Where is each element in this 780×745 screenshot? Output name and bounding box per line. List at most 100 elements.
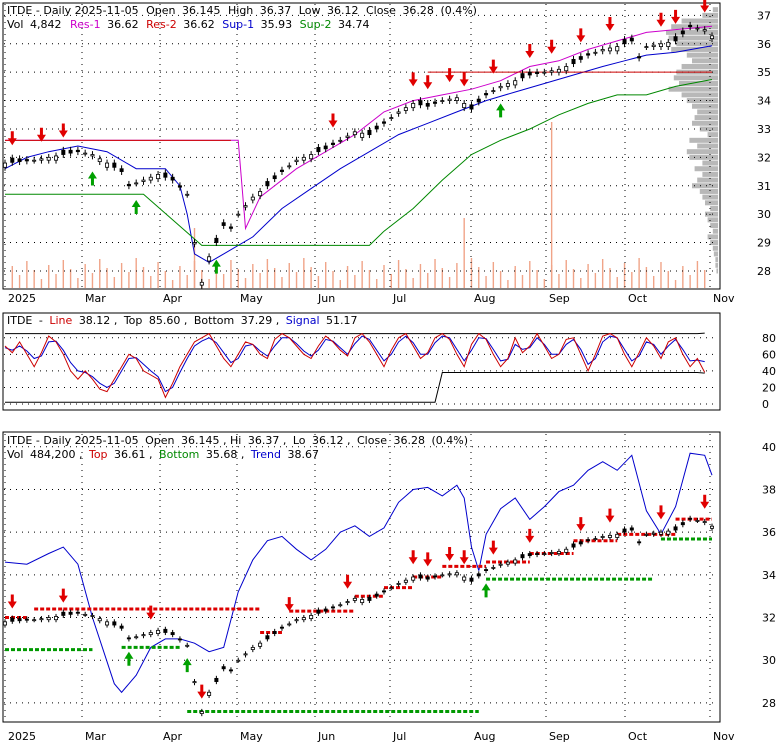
- price-candle-body: [32, 159, 37, 162]
- volume-bar: [434, 259, 436, 288]
- volume-bar: [252, 264, 254, 288]
- price-candle-body: [425, 103, 430, 107]
- volume-profile-bar: [702, 194, 718, 200]
- price-candle-body: [105, 162, 110, 168]
- lower-bottom: 35.68: [206, 448, 238, 461]
- volume-profile-bar: [715, 262, 718, 268]
- volume-profile-bar: [712, 245, 718, 251]
- lower-sell-arrow: [700, 494, 710, 509]
- volume-bar: [601, 259, 604, 288]
- stoch-bottom-value: 37.29: [241, 314, 273, 327]
- buy-arrow: [87, 171, 97, 186]
- price-candle-body: [287, 165, 292, 168]
- volume-profile-bar: [699, 188, 718, 194]
- volume-profile-bar: [668, 86, 718, 92]
- lower-candle-body: [199, 711, 204, 714]
- lower-candle-body: [571, 543, 576, 548]
- volume-bar: [652, 276, 655, 288]
- lower-candle-body: [396, 583, 401, 585]
- x-tick-label: Oct: [628, 292, 648, 305]
- y-tick-label: 28: [757, 265, 771, 278]
- lower-candle-body: [3, 621, 8, 626]
- lower-sell-arrow: [408, 550, 418, 565]
- lower-x-tick-label: Nov: [713, 730, 735, 743]
- lower-sell-arrow: [656, 505, 666, 520]
- volume-bar: [412, 278, 414, 288]
- lower-candle-body: [90, 615, 95, 617]
- volume-profile-bar: [699, 126, 718, 132]
- volume-bar: [543, 279, 546, 288]
- lower-candle-body: [214, 677, 219, 682]
- stoch-top-label: Top: [123, 314, 143, 327]
- sell-arrow: [605, 16, 615, 31]
- volume-bar: [448, 277, 451, 288]
- lower-candle-body: [367, 596, 372, 601]
- lower-comma2: ,: [283, 434, 287, 447]
- sell-arrow: [7, 131, 17, 146]
- lower-candle-body: [651, 532, 656, 535]
- stoch-comma1: ,: [114, 314, 118, 327]
- x-tick-label: Apr: [163, 292, 183, 305]
- lower-lo: 36.12: [312, 434, 344, 447]
- price-candle-body: [126, 183, 131, 187]
- price-low-label: Low: [299, 4, 321, 17]
- lower-candle-body: [243, 653, 248, 656]
- price-candle-body: [549, 70, 554, 73]
- sell-arrow: [58, 123, 68, 138]
- sell-arrow: [328, 113, 338, 128]
- volume-bar: [26, 261, 28, 288]
- volume-bar: [667, 271, 669, 288]
- lower-header-line2: Vol 484,200 , Top 36.61 , Bottom 35.68 ,…: [7, 448, 319, 461]
- price-candle-body: [615, 46, 620, 52]
- price-open-label: Open: [146, 4, 175, 17]
- y-tick-label: 35: [757, 66, 771, 79]
- lower-y-tick-label: 38: [762, 483, 776, 496]
- volume-bar: [565, 260, 567, 288]
- price-open: 36.145: [182, 4, 221, 17]
- volume-bar: [215, 265, 218, 288]
- lower-candle-body: [513, 559, 518, 564]
- lower-sell-arrow: [146, 605, 156, 620]
- lower-candle-body: [39, 618, 44, 621]
- lower-candle-body: [710, 525, 715, 529]
- price-candle-body: [447, 98, 452, 101]
- volume-bar: [84, 264, 86, 288]
- lower-candle-body: [360, 599, 365, 604]
- lower-candle-body: [83, 613, 88, 616]
- lower-candle-body: [119, 625, 124, 629]
- volume-bar: [514, 266, 516, 288]
- volume-bar: [550, 122, 553, 288]
- volume-bar: [99, 259, 101, 288]
- lower-candle-body: [265, 635, 270, 640]
- price-candle-body: [484, 93, 489, 96]
- y-tick-label: 36: [757, 38, 771, 51]
- price-candle-body: [695, 27, 700, 30]
- lower-candle-body: [170, 632, 175, 636]
- volume-bar: [237, 269, 239, 288]
- stoch-comma3: ,: [276, 314, 280, 327]
- price-candle-body: [527, 71, 532, 76]
- price-candle-body: [316, 147, 321, 153]
- x-tick-label: Nov: [713, 292, 735, 305]
- price-candle-body: [119, 168, 124, 172]
- sell-arrow: [488, 59, 498, 74]
- price-candle-body: [83, 152, 88, 155]
- x-tick-label: Jul: [392, 292, 406, 305]
- volume-bar: [142, 267, 145, 288]
- lower-candle-body: [673, 526, 678, 531]
- lower-sell-arrow: [7, 594, 17, 609]
- price-candle-body: [702, 29, 707, 32]
- lower-candle-body: [61, 611, 66, 616]
- y-tick-label: 37: [757, 9, 771, 22]
- lower-buy-arrow: [182, 658, 192, 673]
- lower-candle-body: [330, 606, 335, 609]
- stochastic-panel-frame: [2, 312, 721, 411]
- volume-bar: [427, 273, 429, 288]
- price-sup1: 35.93: [261, 18, 293, 31]
- price-change: (0.4%): [440, 4, 477, 17]
- stoch-y-tick-label: 40: [762, 365, 776, 378]
- x-tick-label: Aug: [474, 292, 495, 305]
- volume-bar: [186, 275, 188, 288]
- price-candle-body: [360, 132, 365, 138]
- price-candle-body: [39, 158, 44, 161]
